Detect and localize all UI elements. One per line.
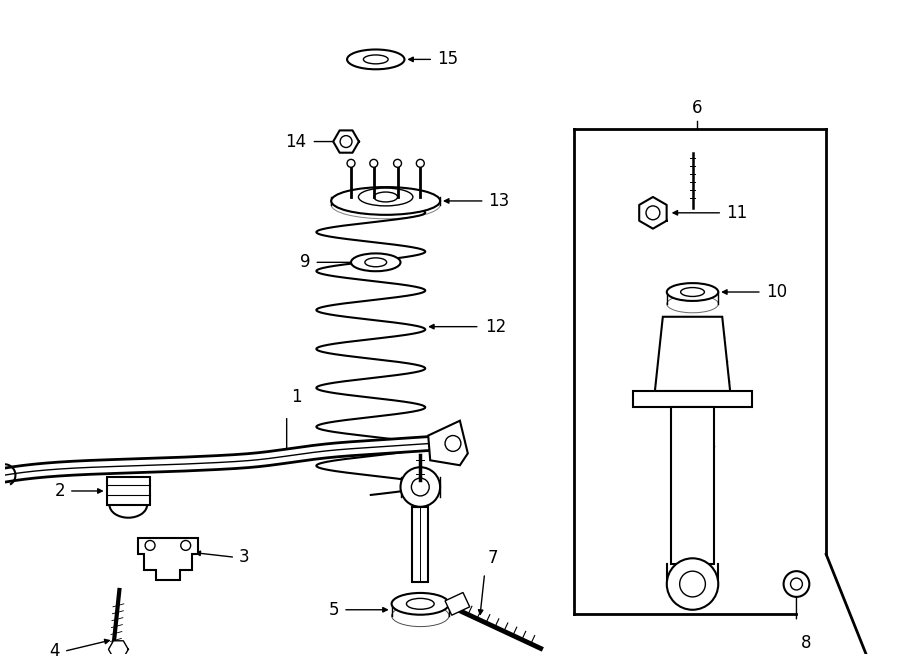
Text: 5: 5 [328, 601, 339, 619]
Bar [412, 507, 428, 582]
Text: 4: 4 [50, 642, 60, 660]
Circle shape [417, 159, 424, 167]
Text: 1: 1 [292, 388, 302, 406]
Ellipse shape [331, 187, 440, 215]
Circle shape [370, 159, 378, 167]
Bar [633, 391, 752, 407]
Polygon shape [428, 420, 468, 465]
Text: 7: 7 [488, 549, 498, 567]
Polygon shape [655, 317, 730, 391]
Ellipse shape [347, 50, 404, 69]
Polygon shape [333, 130, 359, 153]
Circle shape [667, 559, 718, 609]
Polygon shape [639, 197, 667, 229]
Text: 10: 10 [766, 283, 787, 301]
Text: 6: 6 [692, 98, 703, 117]
Text: 3: 3 [239, 549, 250, 566]
Text: 8: 8 [800, 633, 811, 652]
Text: 14: 14 [285, 133, 307, 151]
Text: 13: 13 [489, 192, 510, 210]
Bar [106, 477, 150, 505]
Bar [446, 592, 470, 615]
Ellipse shape [667, 283, 718, 301]
Text: 11: 11 [726, 204, 747, 222]
Circle shape [347, 159, 355, 167]
Text: 9: 9 [300, 253, 310, 271]
Polygon shape [139, 539, 198, 580]
Bar [670, 407, 715, 564]
Text: 2: 2 [54, 482, 65, 500]
Circle shape [400, 467, 440, 507]
Polygon shape [109, 641, 129, 658]
Text: 12: 12 [484, 318, 506, 336]
Ellipse shape [351, 253, 400, 271]
Circle shape [784, 571, 809, 597]
Ellipse shape [392, 593, 449, 615]
Text: 15: 15 [437, 50, 458, 68]
Ellipse shape [358, 188, 413, 206]
Circle shape [393, 159, 401, 167]
